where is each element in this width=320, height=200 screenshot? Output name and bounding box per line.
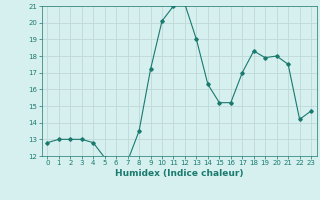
X-axis label: Humidex (Indice chaleur): Humidex (Indice chaleur) (115, 169, 244, 178)
